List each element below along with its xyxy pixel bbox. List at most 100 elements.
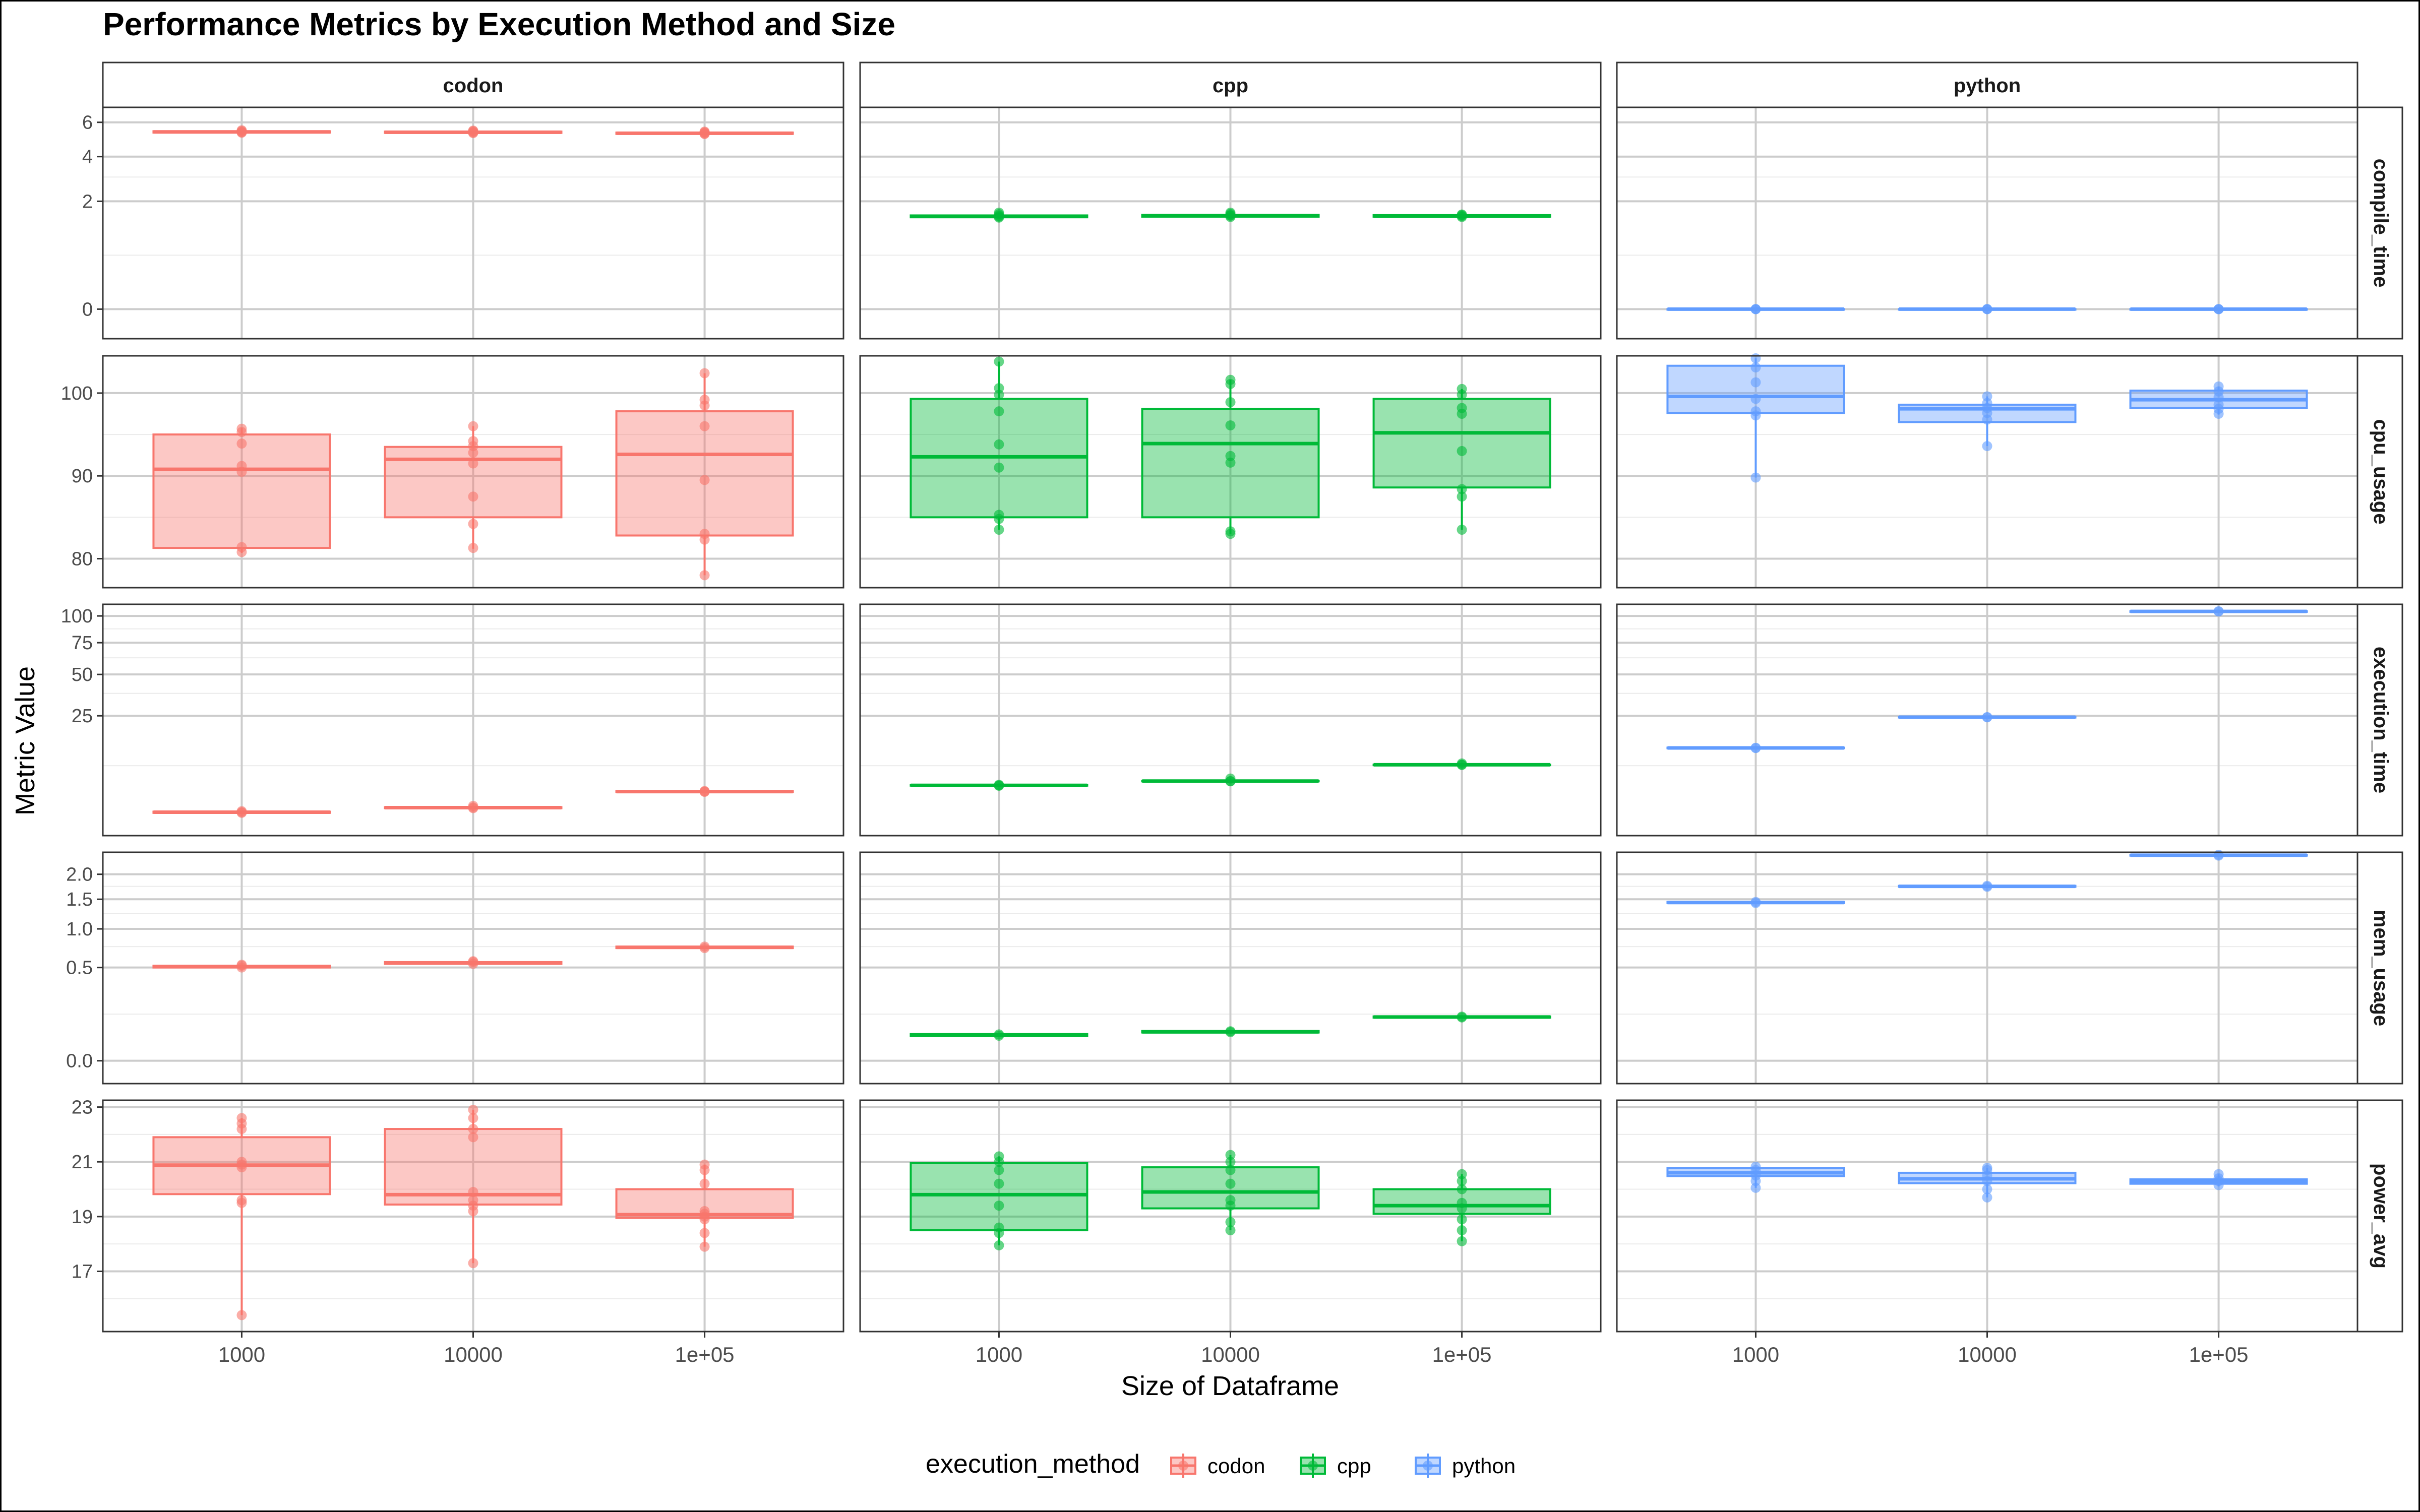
facet-strip-label-power_avg: power_avg <box>2370 1163 2392 1269</box>
data-point <box>1750 394 1761 404</box>
data-point <box>1982 712 1992 722</box>
data-point <box>994 1240 1004 1250</box>
data-point <box>236 461 247 471</box>
box-cpp-execution_time-1000 <box>910 780 1088 791</box>
data-point <box>1750 406 1761 417</box>
legend-item-codon: codon <box>1170 1454 1265 1478</box>
facet-grid: codon cpp python compile_time 0 2 4 6 cpu_usage 8… <box>61 61 2403 1366</box>
data-point <box>1982 1163 1992 1173</box>
y-tick-label-power_avg: 23 <box>72 1097 93 1118</box>
legend-label-python: python <box>1452 1454 1516 1478</box>
data-point <box>994 510 1004 520</box>
y-tick-label-cpu_usage: 100 <box>61 383 93 404</box>
box-cpp-power_avg-1000 <box>910 1151 1088 1250</box>
data-point <box>1457 525 1467 535</box>
box-codon-compile_time-1000 <box>152 125 331 138</box>
y-tick-label-power_avg: 19 <box>72 1207 93 1228</box>
box-cpp-mem_usage-1e+05 <box>1372 1012 1551 1023</box>
data-point <box>1750 304 1761 314</box>
data-point <box>468 1105 478 1115</box>
panel-cpp-execution_time <box>859 603 1602 837</box>
legend-label-cpp: cpp <box>1337 1454 1371 1478</box>
box-python-mem_usage-10000 <box>1898 880 2077 892</box>
box-cpp-power_avg-10000 <box>1141 1150 1320 1236</box>
y-tick-label-execution_time: 100 <box>61 606 93 627</box>
data-point <box>468 436 478 447</box>
panel-border <box>859 851 1602 1085</box>
data-point <box>1225 451 1236 461</box>
panel-border <box>102 851 844 1085</box>
facet-strip-label-cpp: cpp <box>1213 75 1248 97</box>
panel-python-cpu_usage <box>1616 353 2358 589</box>
data-point <box>236 127 247 138</box>
facet-strip-power_avg <box>2356 1099 2403 1333</box>
data-point <box>1750 897 1761 907</box>
panel-border <box>1616 851 2358 1085</box>
data-point <box>1457 1184 1467 1194</box>
data-point <box>468 1113 478 1123</box>
box-body <box>152 433 331 549</box>
data-point <box>1750 362 1761 372</box>
data-point <box>994 1222 1004 1233</box>
x-tick-label-codon: 1000 <box>218 1343 265 1366</box>
panel-border <box>1616 355 2358 589</box>
data-point <box>994 356 1004 367</box>
y-tick-label-execution_time: 75 <box>72 633 93 654</box>
data-point <box>994 383 1004 394</box>
data-point <box>2213 606 2224 616</box>
data-point <box>994 1201 1004 1211</box>
y-tick-label-mem_usage: 0.5 <box>66 958 93 979</box>
box-codon-compile_time-1e+05 <box>615 127 794 139</box>
legend-key-point <box>1178 1461 1188 1471</box>
box-codon-execution_time-1e+05 <box>615 786 794 797</box>
box-cpp-mem_usage-10000 <box>1141 1026 1320 1037</box>
data-point <box>236 1113 247 1123</box>
legend-label-codon: codon <box>1207 1454 1265 1478</box>
data-point <box>1982 441 1992 452</box>
data-point <box>1225 1178 1236 1189</box>
legend-keys: codon cpp python <box>1170 1454 1516 1478</box>
facet-strip-label-python: python <box>1954 75 2021 97</box>
data-point <box>1225 526 1236 537</box>
data-point <box>1457 209 1467 220</box>
box-body <box>615 410 794 537</box>
data-point <box>2213 381 2224 392</box>
box-codon-power_avg-1e+05 <box>615 1159 794 1252</box>
x-tick-label-python: 10000 <box>1958 1343 2017 1366</box>
data-point <box>236 1157 247 1167</box>
data-point <box>468 956 478 967</box>
data-point <box>699 395 710 405</box>
x-tick-label-cpp: 10000 <box>1201 1343 1260 1366</box>
y-tick-label-cpu_usage: 80 <box>72 549 93 570</box>
panel-codon-execution_time <box>102 603 844 837</box>
data-point <box>1457 1225 1467 1236</box>
box-codon-mem_usage-1e+05 <box>615 941 794 954</box>
data-point <box>1457 491 1467 502</box>
box-python-mem_usage-1e+05 <box>2129 849 2308 861</box>
data-point <box>1457 403 1467 413</box>
data-point <box>468 1124 478 1135</box>
y-tick-label-mem_usage: 1.0 <box>66 919 93 940</box>
data-point <box>994 1178 1004 1189</box>
data-point <box>699 941 710 952</box>
data-point <box>1750 377 1761 388</box>
panel-codon-mem_usage <box>102 851 844 1085</box>
panel-border <box>859 106 1602 340</box>
data-point <box>236 806 247 816</box>
box-cpp-compile_time-1000 <box>910 207 1088 223</box>
box-python-cpu_usage-1000 <box>1666 353 1845 483</box>
x-tick-label-python: 1e+05 <box>2189 1343 2249 1366</box>
y-tick-label-compile_time: 6 <box>82 112 93 134</box>
legend-item-python: python <box>1415 1454 1516 1478</box>
data-point <box>699 1159 710 1170</box>
box-cpp-execution_time-10000 <box>1141 773 1320 787</box>
data-point <box>699 786 710 796</box>
box-python-execution_time-1000 <box>1666 742 1845 753</box>
box-python-compile_time-10000 <box>1898 304 2077 314</box>
data-point <box>994 1151 1004 1162</box>
data-point <box>1982 1192 1992 1203</box>
data-point <box>468 1186 478 1197</box>
data-point <box>1457 1236 1467 1246</box>
data-point <box>1457 1169 1467 1179</box>
x-tick-label-python: 1000 <box>1732 1343 1779 1366</box>
